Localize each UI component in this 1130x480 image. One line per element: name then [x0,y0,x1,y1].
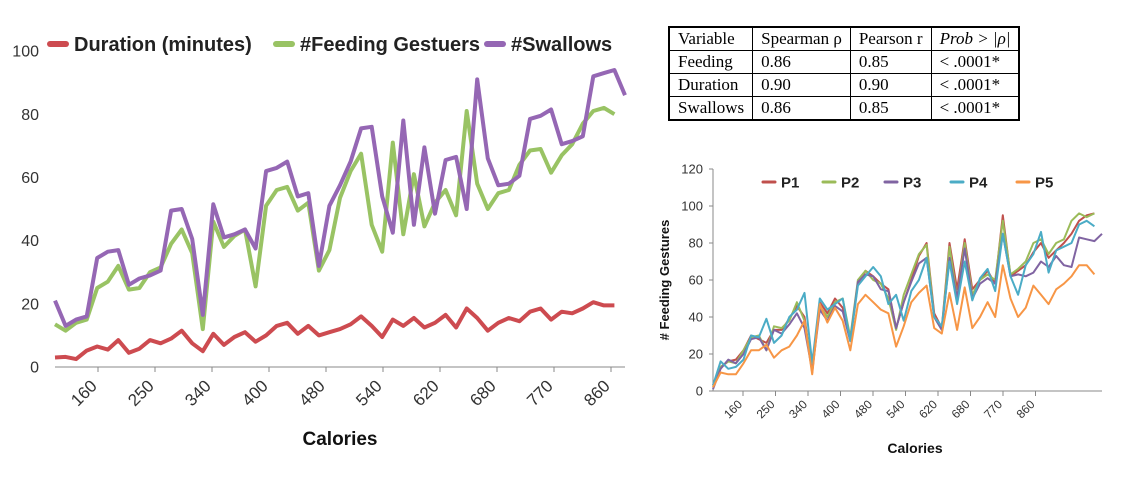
x-tick-label: 400 [238,376,271,409]
x-tick-label: 770 [981,397,1005,421]
x-tick-label: 680 [949,397,973,421]
y-tick-label: 80 [689,236,703,251]
x-tick-label: 400 [819,397,843,421]
left-line-chart: 0 20 40 60 80 100 160 250 340 400 480 540 620 680 770 8… [12,34,627,450]
table-row: Duration 0.90 0.90 < .0001* [668,73,1021,97]
table-header-cell: Spearman ρ [752,26,851,51]
y-axis-label: # Feeding Gestures [657,220,672,341]
x-tick-label: 770 [523,376,556,409]
x-tick-label: 860 [1014,397,1038,421]
table-header-cell: Prob > |ρ| [930,26,1021,51]
table-cell: 0.90 [752,73,851,97]
y-tick-label: 40 [21,233,39,250]
table-header-row: Variable Spearman ρ Pearson r Prob > |ρ| [668,26,1021,51]
table-cell: 0.86 [752,96,851,121]
y-tick-label: 60 [689,273,703,288]
table-cell: Swallows [668,96,754,121]
correlation-table-wrap: Variable Spearman ρ Pearson r Prob > |ρ|… [668,26,1021,121]
series-line-3 [53,68,627,328]
table-cell: 0.85 [849,50,932,74]
legend-label: #Feeding Gestuers [300,34,480,56]
legend-label: P4 [969,174,988,191]
x-tick-label: 480 [295,376,328,409]
series-line-5 [712,264,1096,388]
x-tick-label: 160 [721,397,745,421]
legend-label: P5 [1035,174,1053,191]
table-cell: 0.86 [752,50,851,74]
x-axis-label: Calories [303,429,378,450]
table-cell: Duration [668,73,754,97]
correlation-table: Variable Spearman ρ Pearson r Prob > |ρ|… [668,26,1021,121]
table-cell: < .0001* [930,96,1021,121]
x-tick-label: 160 [67,376,100,409]
x-tick-label: 250 [124,376,157,409]
legend-label: P2 [841,174,859,191]
x-tick-label: 340 [786,397,810,421]
x-tick-label: 540 [884,397,908,421]
y-tick-label: 100 [681,199,703,214]
table-row: Swallows 0.86 0.85 < .0001* [668,96,1021,121]
series-line-1 [54,300,615,362]
series-line-3 [712,232,1103,390]
table-cell: Feeding [668,50,754,74]
y-tick-label: 20 [21,296,39,313]
x-tick-label: 250 [754,397,778,421]
y-tick-label: 120 [681,162,703,177]
y-tick-label: 0 [696,384,703,399]
x-tick-label: 480 [851,397,875,421]
x-tick-label: 620 [409,376,442,409]
x-tick-label: 620 [916,397,940,421]
x-tick-label: 540 [352,376,385,409]
legend-label: P1 [781,174,799,191]
table-header-cell: Variable [668,26,754,51]
legend-label: #Swallows [511,34,612,56]
table-cell: < .0001* [930,73,1021,97]
table-header-cell: Pearson r [849,26,932,51]
x-tick-label: 860 [580,376,613,409]
legend-label: P3 [903,174,921,191]
table-row: Feeding 0.86 0.85 < .0001* [668,50,1021,74]
series-line-4 [712,219,1095,386]
right-line-chart: 0 20 40 60 80 100 120 160 250 340 400 480 540 620 680 7… [657,162,1103,456]
x-tick-label: 680 [466,376,499,409]
table-cell: 0.90 [849,73,932,97]
legend-label: Duration (minutes) [74,34,252,56]
x-tick-label: 340 [181,376,214,409]
y-tick-label: 80 [21,107,39,124]
y-tick-label: 40 [689,310,703,325]
table-cell: < .0001* [930,50,1021,74]
y-tick-label: 0 [30,360,39,377]
y-tick-label: 60 [21,170,39,187]
series-line-2 [712,212,1095,388]
table-cell: 0.85 [849,96,932,121]
series-line-2 [53,105,616,333]
y-tick-label: 20 [689,347,703,362]
x-axis-label: Calories [887,440,942,456]
y-tick-label: 100 [12,44,39,61]
